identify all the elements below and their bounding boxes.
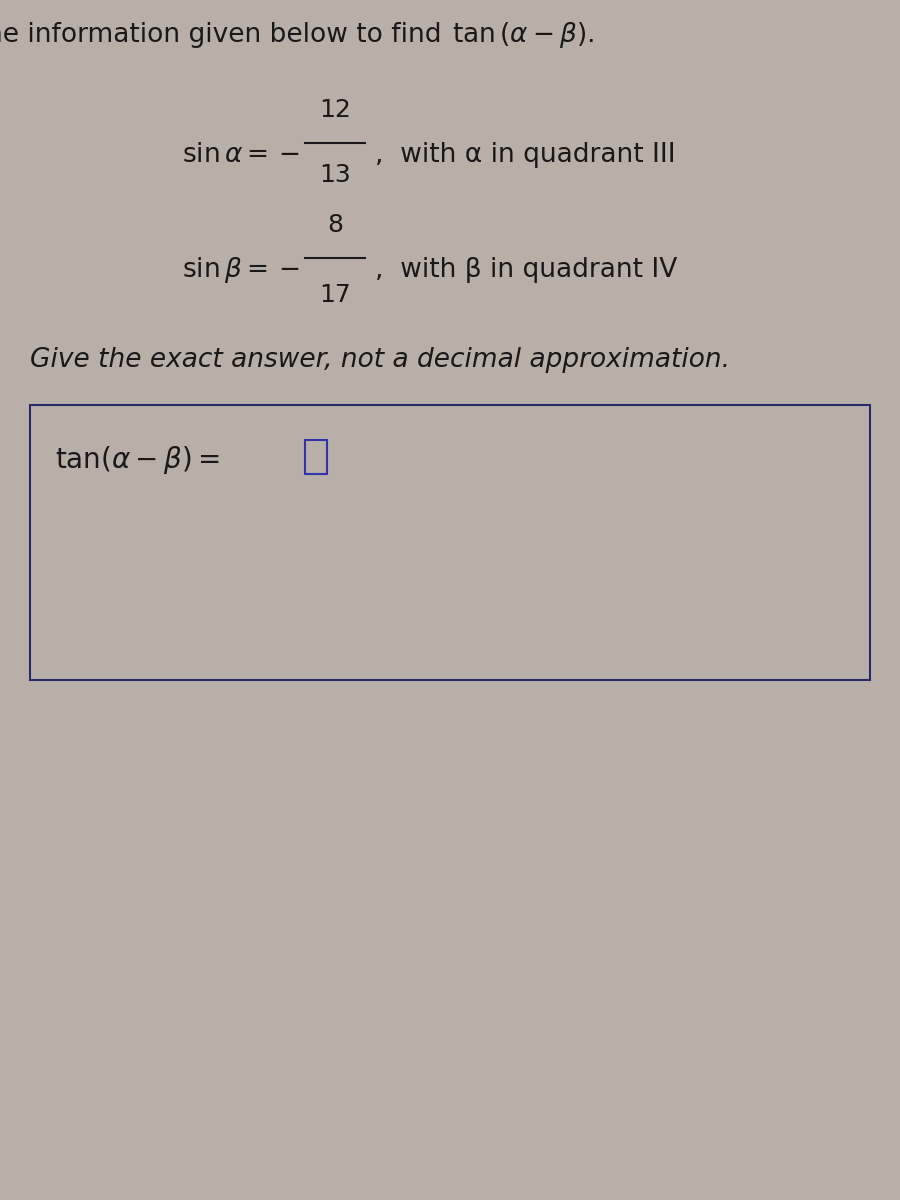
Text: $\mathrm{sin}\,\beta = -$: $\mathrm{sin}\,\beta = -$ (183, 254, 300, 284)
Text: $\mathrm{tan}(\alpha - \beta) =$: $\mathrm{tan}(\alpha - \beta) =$ (55, 444, 220, 476)
Bar (30, 404, 870, 680)
Text: ,  with α in quadrant III: , with α in quadrant III (375, 142, 676, 168)
Text: 13: 13 (320, 163, 351, 187)
Text: 17: 17 (320, 283, 351, 307)
Text: $\mathrm{sin}\,\alpha = -$: $\mathrm{sin}\,\alpha = -$ (182, 142, 300, 168)
Text: Give the exact answer, not a decimal approximation.: Give the exact answer, not a decimal app… (30, 347, 730, 373)
Bar (305, 440, 327, 474)
Text: Use the information given below to find: Use the information given below to find (0, 22, 450, 48)
Text: tan$\,(\alpha-\beta).$: tan$\,(\alpha-\beta).$ (452, 20, 594, 50)
Text: 12: 12 (320, 98, 351, 122)
Text: 8: 8 (327, 214, 343, 236)
Text: ,  with β in quadrant IV: , with β in quadrant IV (375, 257, 677, 283)
